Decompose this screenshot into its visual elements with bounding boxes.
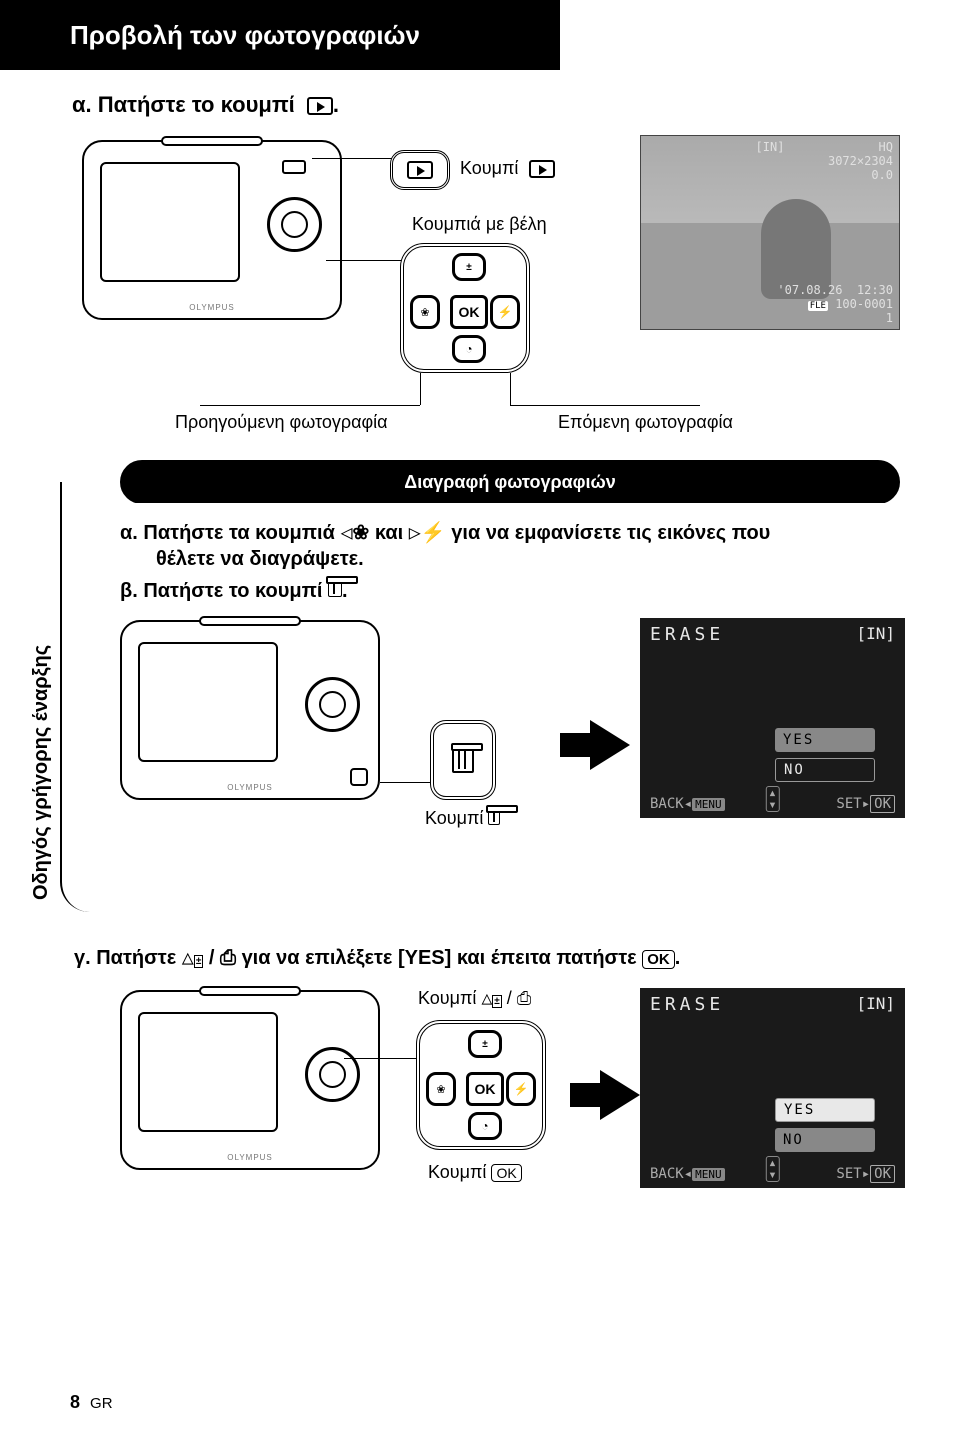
pointer-line xyxy=(510,405,700,406)
erase-option-no[interactable]: NO xyxy=(775,1128,875,1152)
page-number: 8 xyxy=(70,1392,80,1412)
page-footer: 8 GR xyxy=(70,1392,113,1413)
camera-illustration-1: OLYMPUS xyxy=(82,140,342,320)
play-button-enlarged xyxy=(390,150,450,190)
section-header-pill: Διαγραφή φωτογραφιών xyxy=(120,460,900,504)
erase-screen-1: ERASE [IN] YES NO BACK◂MENU ▴▾ SET▸OK xyxy=(640,618,905,818)
camera-trash-btn-icon xyxy=(350,768,368,786)
camera-top-icon xyxy=(161,136,263,146)
erase-option-yes[interactable]: YES xyxy=(775,1098,875,1122)
erase-in-tag: [IN] xyxy=(856,994,895,1013)
up-button-label: Κουμπί △± / ⎙ xyxy=(418,988,531,1009)
pointer-line xyxy=(510,373,511,405)
lcd-in-tag: [IN] xyxy=(756,140,785,154)
lcd-preview: [IN] HQ 3072×2304 0.0 '07.08.26 12:30 FL… xyxy=(640,135,900,330)
section-body-left xyxy=(60,482,120,912)
pointer-line xyxy=(200,405,420,406)
lcd-right-info: HQ 3072×2304 0.0 xyxy=(828,140,893,182)
ok-icon: OK xyxy=(642,950,675,969)
dpad-up-button: ± xyxy=(468,1030,502,1058)
updown-icon: ▴▾ xyxy=(765,786,779,812)
sidebar-vertical-label: Οδηγός γρήγορης έναρξης xyxy=(30,480,53,900)
pointer-line xyxy=(380,782,430,783)
dpad-ok-button: OK xyxy=(450,295,488,329)
camera-screen-icon xyxy=(100,162,240,282)
section-header-text: Διαγραφή φωτογραφιών xyxy=(404,472,616,493)
camera-top-icon xyxy=(199,616,301,626)
dpad-right-button xyxy=(490,295,520,329)
ok-icon: OK xyxy=(491,1164,521,1182)
erase-set-label: SET▸OK xyxy=(836,1166,895,1182)
erase-title: ERASE xyxy=(650,624,724,645)
arrow-right-icon xyxy=(590,720,630,770)
camera-top-icon xyxy=(199,986,301,996)
pointer-line xyxy=(312,158,402,159)
arrow-right-icon xyxy=(600,1070,640,1120)
dpad-down-button xyxy=(452,335,486,363)
play-icon xyxy=(407,161,433,179)
cover xyxy=(119,503,901,505)
dpad-left-button xyxy=(426,1072,456,1106)
play-icon xyxy=(529,160,555,178)
erase-set-label: SET▸OK xyxy=(836,796,895,812)
play-icon xyxy=(307,97,333,115)
flower-icon xyxy=(353,522,370,544)
camera-dpad-icon xyxy=(305,1047,360,1102)
delete-step-a: α. Πατήστε τα κουμπιά ◁ και ▷ για να εμφ… xyxy=(120,520,900,545)
erase-option-no[interactable]: NO xyxy=(775,758,875,782)
dpad-ok-button: OK xyxy=(466,1072,504,1106)
camera-illustration-3: OLYMPUS xyxy=(120,990,380,1170)
prev-photo-label: Προηγούμενη φωτογραφία xyxy=(175,412,388,433)
flash-icon xyxy=(421,522,446,544)
pointer-line xyxy=(420,373,421,405)
page-title: Προβολή των φωτογραφιών xyxy=(70,20,420,51)
step-c: γ. Πατήστε △± / ⎙ για να επιλέξετε [YES]… xyxy=(74,945,904,970)
dpad-right-button xyxy=(506,1072,536,1106)
erase-back-label: BACK◂MENU xyxy=(650,1166,725,1182)
camera-logo: OLYMPUS xyxy=(227,1153,273,1162)
play-button-label: Κουμπί xyxy=(460,158,555,179)
trash-button-enlarged xyxy=(430,720,496,800)
delete-step-b: β. Πατήστε το κουμπί . xyxy=(120,580,348,603)
ok-button-label: Κουμπί OK xyxy=(428,1162,522,1183)
arrow-buttons-label: Κουμπιά με βέλη xyxy=(412,214,547,235)
dpad-down-button xyxy=(468,1112,502,1140)
erase-title: ERASE xyxy=(650,994,724,1015)
step-a-text: α. Πατήστε το κουμπί xyxy=(72,92,295,117)
camera-dpad-icon xyxy=(267,197,322,252)
dpad-enlarged-2: ± OK xyxy=(416,1020,546,1150)
erase-back-label: BACK◂MENU xyxy=(650,796,725,812)
updown-icon: ▴▾ xyxy=(765,1156,779,1182)
delete-step-a-line2: θέλετε να διαγράψετε. xyxy=(156,548,364,571)
camera-logo: OLYMPUS xyxy=(227,783,273,792)
camera-illustration-2: OLYMPUS xyxy=(120,620,380,800)
page-lang: GR xyxy=(90,1395,113,1412)
page-title-box: Προβολή των φωτογραφιών xyxy=(0,0,560,70)
camera-screen-icon xyxy=(138,1012,278,1132)
erase-screen-2: ERASE [IN] YES NO BACK◂MENU ▴▾ SET▸OK xyxy=(640,988,905,1188)
next-photo-label: Επόμενη φωτογραφία xyxy=(558,412,733,433)
dpad-enlarged: ± OK xyxy=(400,243,530,373)
erase-in-tag: [IN] xyxy=(856,624,895,643)
pointer-line xyxy=(344,1058,416,1059)
step-a: α. Πατήστε το κουμπί . xyxy=(72,92,339,118)
camera-dpad-icon xyxy=(305,677,360,732)
camera-screen-icon xyxy=(138,642,278,762)
camera-logo: OLYMPUS xyxy=(189,303,235,312)
lcd-bottom-info: '07.08.26 12:30 FLE 100-0001 1 xyxy=(777,283,893,325)
trash-icon xyxy=(452,747,474,773)
dpad-left-button xyxy=(410,295,440,329)
dpad-up-button: ± xyxy=(452,253,486,281)
erase-option-yes[interactable]: YES xyxy=(775,728,875,752)
trash-button-label: Κουμπί xyxy=(425,808,500,830)
camera-play-btn-icon xyxy=(282,160,306,174)
